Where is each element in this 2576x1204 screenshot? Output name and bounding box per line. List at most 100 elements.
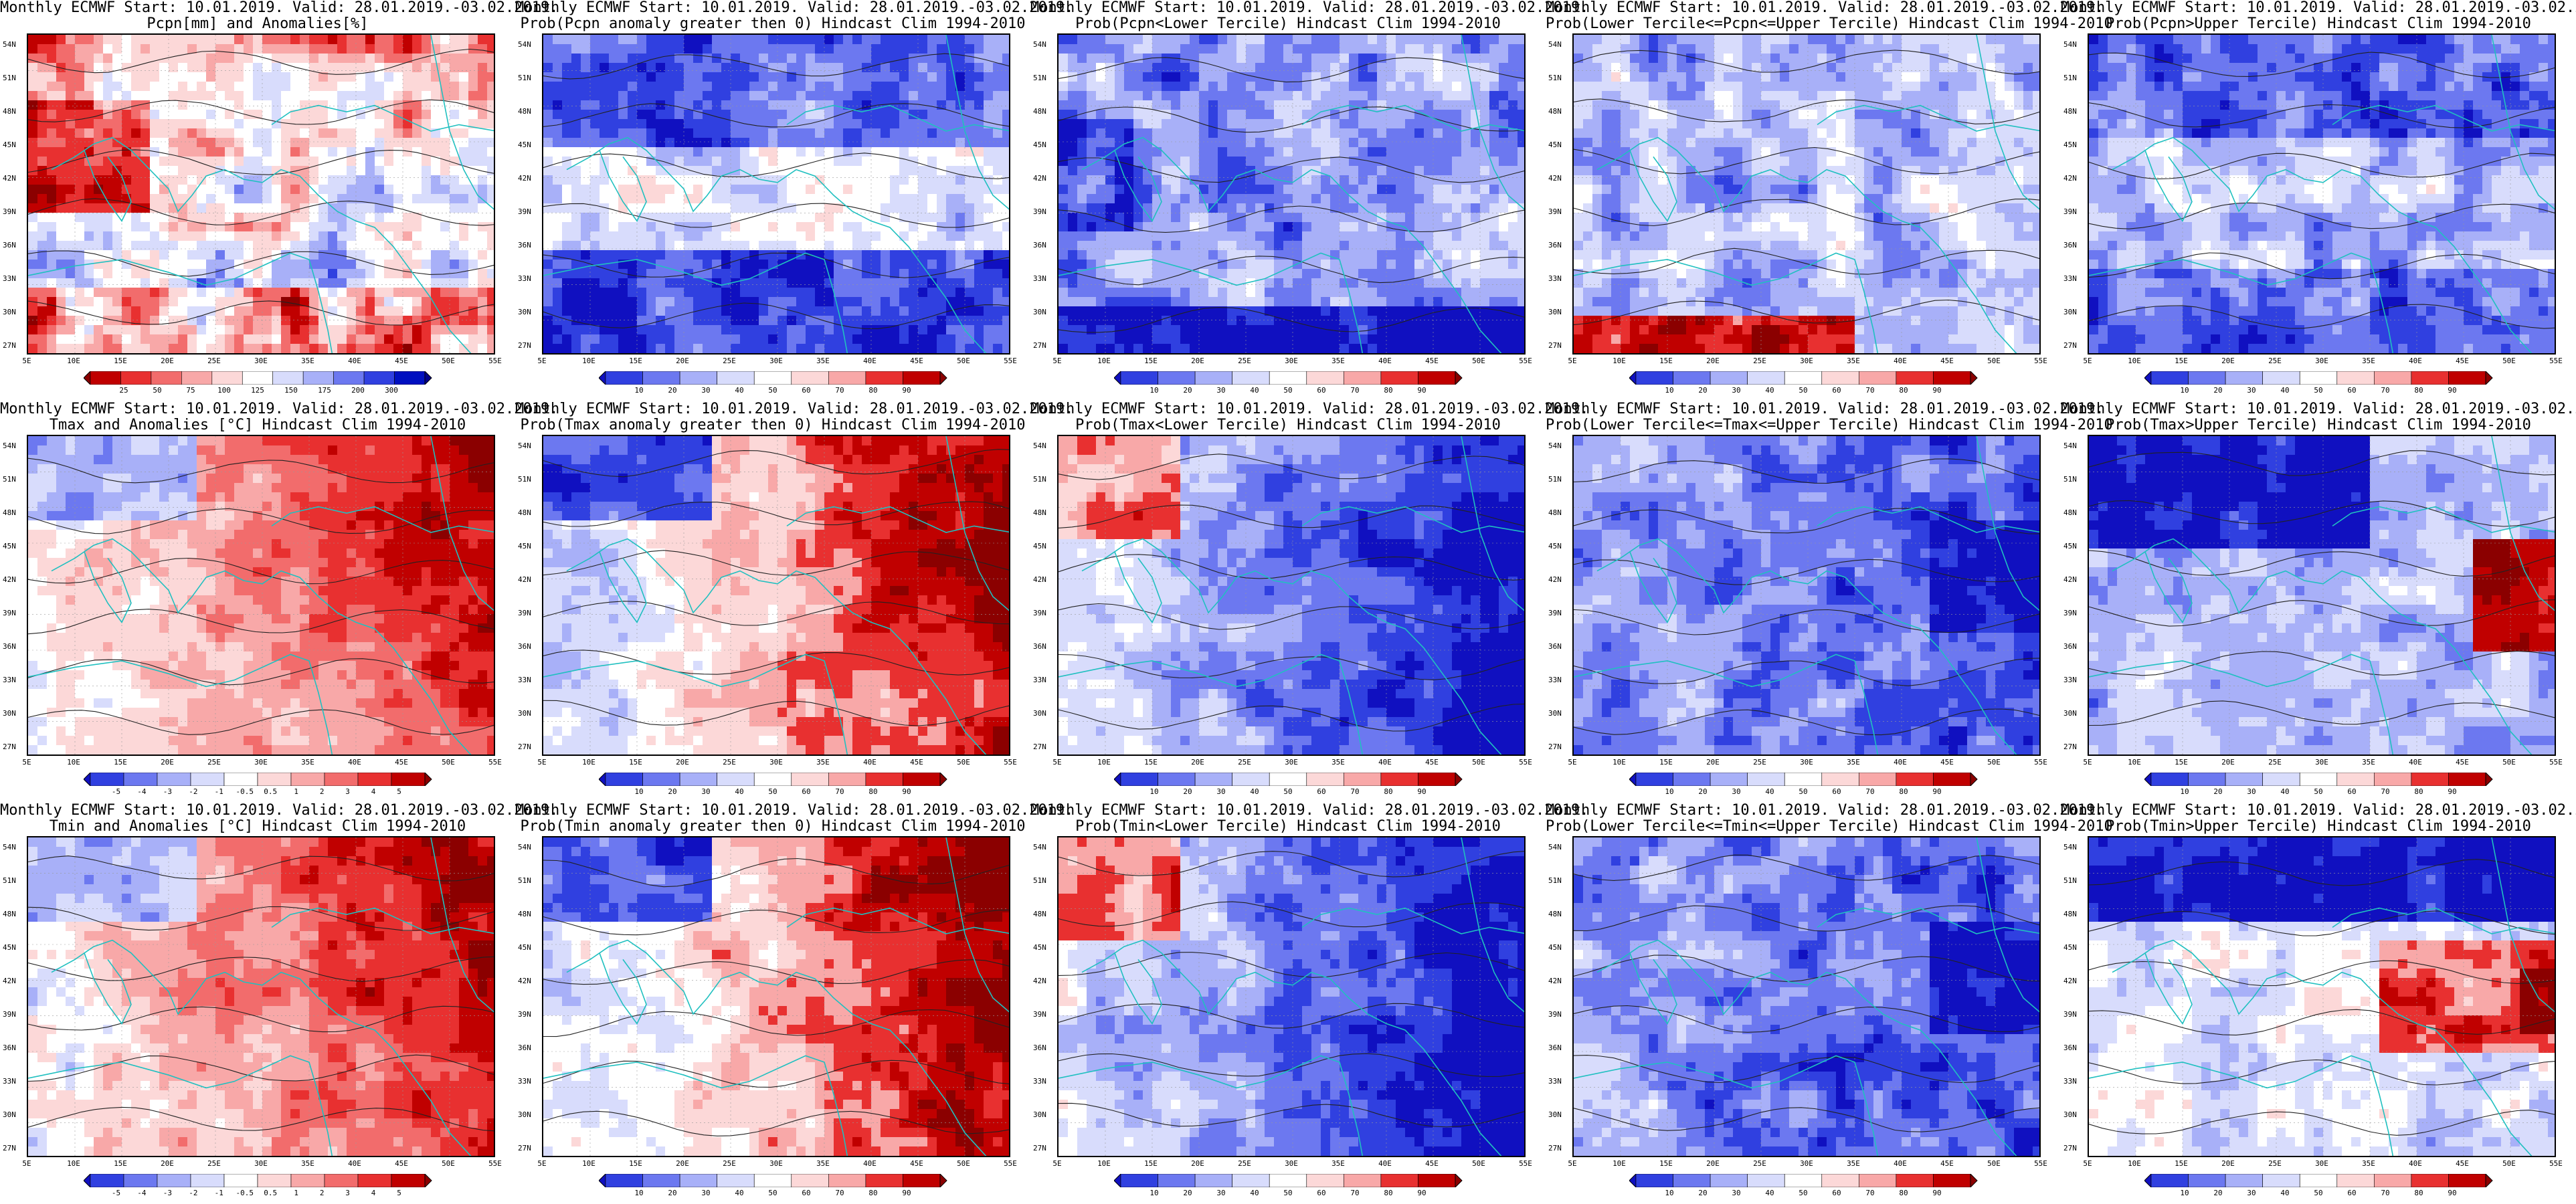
map-panel: Monthly ECMWF Start: 10.01.2019. Valid: … — [515, 803, 1073, 1204]
latitude-label: 33N — [518, 1077, 531, 1086]
latitude-label: 51N — [2063, 475, 2077, 484]
longitude-label: 45E — [2456, 758, 2469, 767]
colorbar-swatch — [2225, 371, 2263, 385]
latitude-label: 45N — [1548, 943, 1562, 952]
colorbar-swatch — [1710, 1173, 1748, 1188]
longitude-label: 50E — [2502, 758, 2516, 767]
map-panel: Monthly ECMWF Start: 10.01.2019. Valid: … — [515, 401, 1073, 803]
longitude-label: 55E — [488, 758, 502, 767]
longitude-label: 55E — [1004, 758, 1017, 767]
colorbar-swatch — [642, 371, 680, 385]
latitude-label: 30N — [1033, 1110, 1046, 1119]
colorbar-tick-label: 50 — [153, 386, 161, 395]
latitude-label: 39N — [2063, 207, 2077, 216]
longitude-label: 45E — [910, 758, 923, 767]
colorbar-tick-label: 70 — [1350, 1189, 1359, 1197]
colorbar-tick-label: 40 — [1765, 787, 1774, 796]
latitude-label: 42N — [2063, 977, 2077, 985]
latitude-label: 39N — [2063, 1010, 2077, 1019]
contour-lines — [2089, 450, 2555, 726]
colorbar — [1629, 370, 1978, 386]
longitude-label: 25E — [1238, 357, 1251, 365]
longitude-label: 40E — [1894, 758, 1907, 767]
longitude-label: 55E — [2034, 758, 2047, 767]
colorbar-swatch — [903, 772, 941, 787]
colorbar-swatch — [1418, 371, 1456, 385]
map-panel: Monthly ECMWF Start: 10.01.2019. Valid: … — [1030, 803, 1588, 1204]
colorbar-tick-label: 80 — [1384, 1189, 1392, 1197]
colorbar-tick-label: 40 — [1250, 386, 1259, 395]
colorbar-tick-label: 90 — [1932, 1189, 1941, 1197]
latitude-label: 51N — [2063, 74, 2077, 82]
panel-title-line2: Pcpn[mm] and Anomalies[%] — [0, 16, 515, 32]
forecast-field-svg — [543, 436, 1009, 755]
colorbar-tick-label: 70 — [1865, 1189, 1874, 1197]
colorbar-tick-label: 50 — [1283, 386, 1292, 395]
longitude-label: 10E — [1613, 758, 1626, 767]
colorbar-tick-label: -3 — [163, 1189, 172, 1197]
colorbar-tick-label: 80 — [2414, 386, 2423, 395]
colorbar-low-arrow — [2144, 370, 2152, 386]
colorbar-swatch — [1821, 371, 1859, 385]
latitude-label: 36N — [1548, 1043, 1562, 1052]
latitude-label: 39N — [518, 609, 531, 617]
latitude-label: 27N — [1548, 742, 1562, 751]
colorbar-tick-label: 30 — [701, 386, 710, 395]
latitude-label: 36N — [1033, 1043, 1046, 1052]
colorbar-high-arrow — [1970, 1173, 1978, 1189]
colorbar-tick-label: 50 — [768, 787, 777, 796]
colorbar-tick-label: 80 — [2414, 787, 2423, 796]
colorbar-tick-label: 10 — [634, 386, 643, 395]
longitude-label: 20E — [1191, 1159, 1204, 1168]
longitude-label: 50E — [442, 357, 455, 365]
graticule — [2089, 35, 2555, 353]
longitude-label: 50E — [1472, 758, 1485, 767]
colorbar-tick-label: 30 — [1732, 787, 1740, 796]
latitude-label: 54N — [1548, 843, 1562, 851]
forecast-field-cells — [543, 837, 1009, 1156]
colorbar-tick-label: 30 — [2247, 1189, 2256, 1197]
contour-lines — [543, 449, 1009, 726]
colorbar-swatch — [2188, 371, 2226, 385]
colorbar-swatch — [2411, 371, 2449, 385]
latitude-label: 33N — [3, 274, 16, 283]
latitude-label: 42N — [1548, 174, 1562, 183]
colorbar-tick-label: 80 — [868, 386, 877, 395]
latitude-label: 42N — [2063, 575, 2077, 584]
longitude-label: 5E — [537, 357, 546, 365]
latitude-label: 30N — [1548, 308, 1562, 316]
longitude-label: 15E — [2175, 357, 2188, 365]
forecast-map — [1057, 33, 1526, 355]
longitude-label: 45E — [1940, 758, 1954, 767]
colorbar-tick-label: 20 — [1183, 386, 1192, 395]
forecast-map — [1572, 33, 2041, 355]
longitude-label: 30E — [2315, 1159, 2328, 1168]
latitude-label: 33N — [3, 676, 16, 684]
latitude-label: 27N — [2063, 742, 2077, 751]
latitude-label: 36N — [3, 642, 16, 651]
colorbar-swatch — [1933, 1173, 1971, 1188]
colorbar-tick-label: 10 — [1149, 1189, 1158, 1197]
coastlines — [2089, 35, 2555, 353]
forecast-field-svg — [543, 35, 1009, 353]
colorbar-tick-label: 0.5 — [264, 1189, 277, 1197]
longitude-label: 20E — [2221, 1159, 2235, 1168]
longitude-label: 35E — [1331, 357, 1345, 365]
colorbar-swatch — [2336, 1173, 2375, 1188]
longitude-label: 10E — [1613, 357, 1626, 365]
colorbar-swatch — [1158, 371, 1196, 385]
colorbar-swatch — [290, 772, 325, 787]
contour-lines — [1574, 854, 2039, 1132]
latitude-label: 33N — [2063, 676, 2077, 684]
longitude-label: 30E — [1800, 1159, 1813, 1168]
latitude-label: 27N — [3, 742, 16, 751]
colorbar-svg — [598, 370, 947, 386]
longitude-label: 25E — [1753, 1159, 1766, 1168]
colorbar-tick-label: -2 — [189, 787, 197, 796]
colorbar-swatch — [2150, 1173, 2189, 1188]
forecast-map — [542, 836, 1010, 1157]
latitude-label: 48N — [3, 910, 16, 918]
forecast-field-svg — [28, 436, 494, 755]
colorbar-tick-label: -5 — [112, 787, 120, 796]
colorbar-swatch — [1120, 1173, 1158, 1188]
